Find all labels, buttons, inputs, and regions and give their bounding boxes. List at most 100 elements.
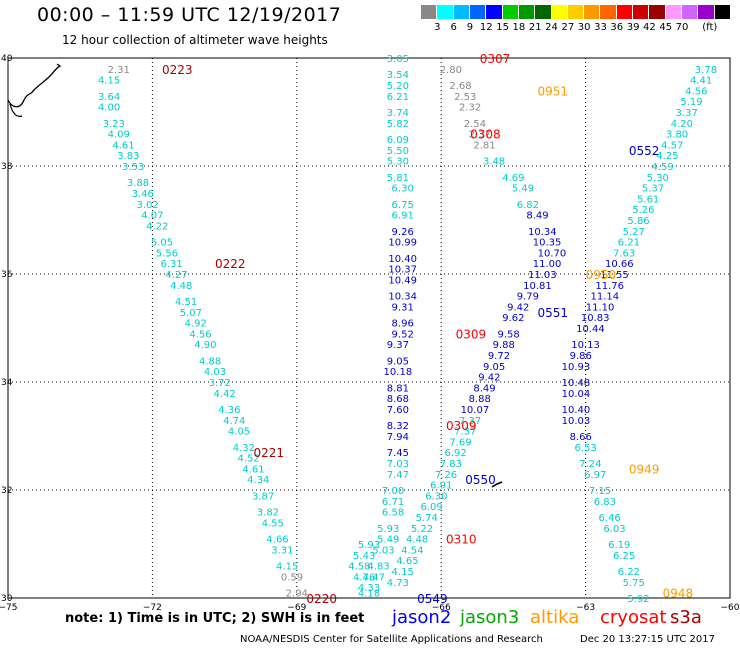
- pass-label: 0948: [663, 587, 694, 601]
- swh-value: 4.03: [204, 367, 226, 378]
- swh-value: 6.97: [584, 470, 606, 481]
- color-swatch: [502, 5, 519, 19]
- swh-value: 6.30: [425, 491, 447, 502]
- pass-label: 0949: [629, 462, 660, 476]
- color-scale-bar: [421, 5, 731, 21]
- swh-value: 5.92: [627, 594, 649, 605]
- swh-value: 9.79: [517, 292, 539, 303]
- legend-s3a: s3a: [670, 607, 702, 628]
- swh-value: 10.07: [461, 405, 490, 416]
- colorbar-label: 18: [512, 22, 526, 33]
- swh-value: 10.81: [523, 281, 552, 292]
- swh-value: 8.68: [387, 394, 409, 405]
- swh-value: 9.88: [493, 340, 515, 351]
- swh-value: 7.37: [459, 416, 481, 427]
- swh-value: 4.15: [276, 562, 298, 573]
- swh-value: 7.15: [589, 486, 611, 497]
- swh-value: 6.83: [594, 497, 616, 508]
- swh-value: 3.31: [271, 545, 293, 556]
- swh-value: 10.40: [388, 254, 417, 265]
- y-tick-label: 38: [1, 162, 13, 172]
- swh-value: 6.53: [574, 443, 596, 454]
- swh-value: 4.41: [690, 76, 712, 87]
- swh-value: 2.94: [286, 589, 308, 600]
- swh-value: 7.94: [387, 432, 409, 443]
- swh-value: 4.61: [112, 140, 134, 151]
- swh-value: 3.72: [209, 378, 231, 389]
- swh-value: 4.61: [242, 464, 264, 475]
- swh-value: 4.76: [353, 572, 375, 583]
- legend-jason2: jason2: [392, 607, 452, 628]
- swh-value: 5.26: [632, 205, 654, 216]
- swh-value: 4.55: [262, 518, 284, 529]
- legend-altika: altika: [530, 607, 580, 628]
- swh-value: 4.15: [98, 76, 120, 87]
- swh-value: 2.37: [469, 130, 491, 141]
- swh-value: 2.81: [473, 140, 495, 151]
- swh-value: 4.00: [98, 103, 120, 114]
- pass-label: 0950: [586, 268, 617, 282]
- swh-value: 10.34: [528, 227, 557, 238]
- swh-value: 6.92: [445, 448, 467, 459]
- swh-value: 4.33: [358, 583, 380, 594]
- coastline: [7, 63, 62, 108]
- swh-value: 4.88: [199, 356, 221, 367]
- credit-text: NOAA/NESDIS Center for Satellite Applica…: [240, 634, 543, 645]
- swh-value: 9.62: [502, 313, 524, 324]
- swh-value: 5.05: [151, 238, 173, 249]
- swh-value: 4.56: [189, 329, 211, 340]
- x-tick-label: −60: [721, 603, 740, 613]
- swh-value: 4.07: [141, 211, 163, 222]
- swh-value: 8.49: [526, 211, 548, 222]
- y-tick-label: 32: [1, 486, 12, 496]
- pass-label: 0220: [306, 592, 337, 606]
- color-swatch: [600, 5, 617, 19]
- pass-label: 0223: [162, 63, 193, 77]
- pass-label: 0307: [480, 52, 511, 66]
- chart-title: 00:00 – 11:59 UTC 12/19/2017: [37, 4, 342, 26]
- swh-value: 9.05: [387, 356, 409, 367]
- swh-value: 5.49: [377, 535, 399, 546]
- swh-value: 3.46: [132, 189, 154, 200]
- swh-value: 6.91: [392, 211, 414, 222]
- swh-value: 6.25: [613, 551, 635, 562]
- swh-value: 2.54: [464, 119, 486, 130]
- colorbar-label: 42: [643, 22, 656, 33]
- pass-label: 0549: [417, 592, 448, 606]
- color-scale-labels: 3 6 9 12 15 18 21 24 27 30 33 36 39 42 45 70 (ft): [421, 22, 731, 34]
- swh-value: 3.53: [122, 162, 144, 173]
- swh-value: 4.42: [213, 389, 235, 400]
- swh-value: 6.30: [392, 184, 414, 195]
- pass-label: 0951: [537, 84, 568, 98]
- swh-value: 6.75: [392, 200, 414, 211]
- colorbar-label: 15: [496, 22, 509, 33]
- swh-value: 7.03: [387, 459, 409, 470]
- swh-value: 4.18: [358, 589, 380, 600]
- colorbar-label: (ft): [702, 22, 718, 33]
- swh-value: 5.50: [387, 146, 409, 157]
- swh-value: 11.03: [528, 270, 557, 281]
- swh-value: 8.66: [570, 432, 592, 443]
- swh-value: 6.82: [517, 200, 539, 211]
- swh-value: 10.40: [562, 405, 591, 416]
- colorbar-label: 9: [466, 22, 474, 33]
- color-swatch: [649, 5, 666, 19]
- y-tick-label: 34: [1, 378, 13, 388]
- swh-value: 6.19: [608, 540, 630, 551]
- swh-value: 5.37: [642, 184, 664, 195]
- swh-value: 10.34: [388, 292, 417, 303]
- swh-value: 9.86: [570, 351, 592, 362]
- swh-value: 4.47: [363, 572, 385, 583]
- colorbar-label: 24: [545, 22, 558, 33]
- swh-value: 10.48: [562, 378, 591, 389]
- color-swatch: [714, 5, 731, 19]
- swh-value: 8.88: [469, 394, 491, 405]
- swh-value: 3.78: [695, 65, 717, 76]
- x-tick-label: −63: [576, 603, 595, 613]
- swh-value: 5.30: [387, 157, 409, 168]
- swh-value: 3.87: [252, 491, 274, 502]
- swh-value: 7.47: [387, 470, 409, 481]
- swh-value: 4.27: [165, 270, 187, 281]
- swh-value: 4.73: [387, 578, 409, 589]
